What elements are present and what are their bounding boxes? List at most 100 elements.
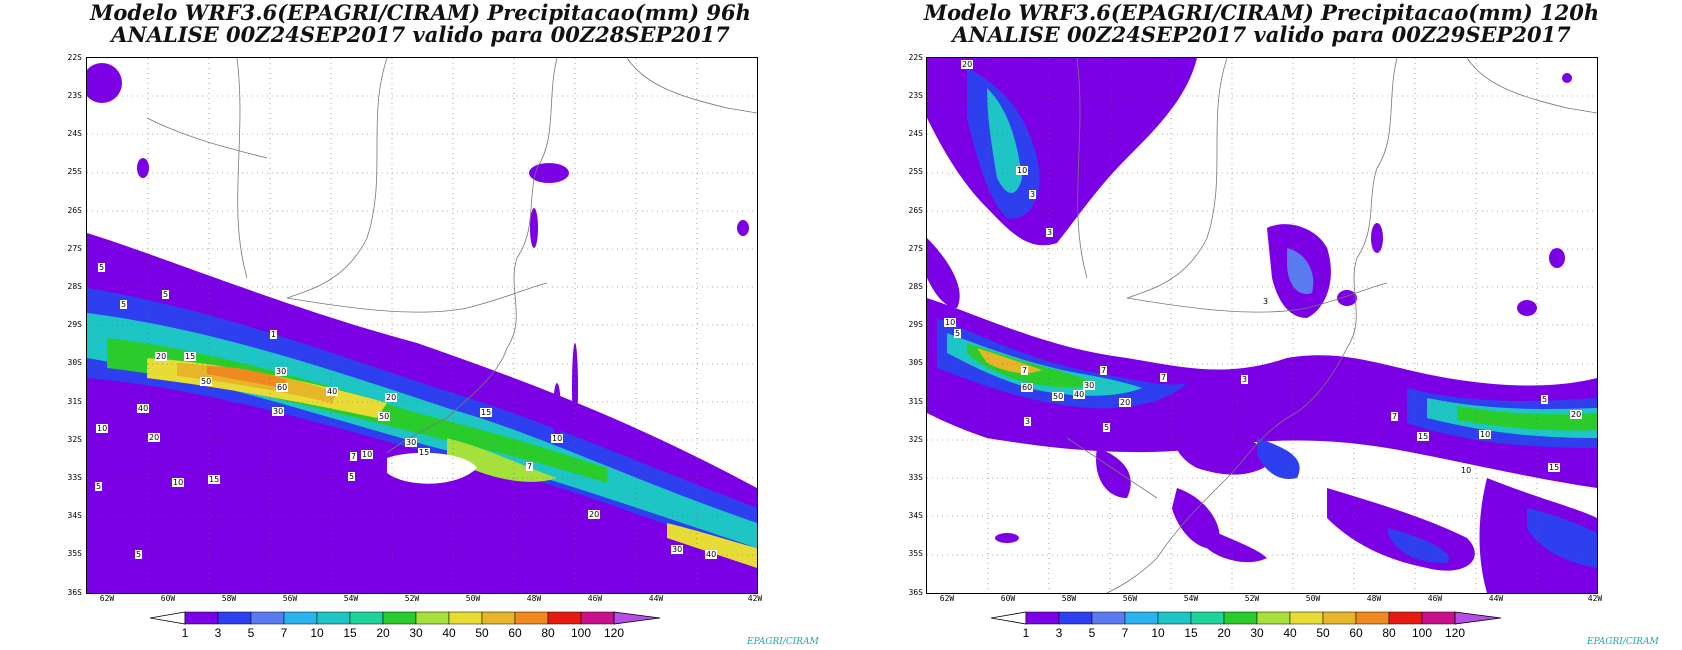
lon-label: 50W xyxy=(465,594,481,603)
contour-label: 20 xyxy=(148,433,161,442)
lon-label: 56W xyxy=(1122,594,1138,603)
lat-label: 27S xyxy=(908,244,923,253)
lon-label: 48W xyxy=(1366,594,1382,603)
panel-title-line1: Modelo WRF3.6(EPAGRI/CIRAM) Precipitacao… xyxy=(923,0,1600,25)
lat-label: 22S xyxy=(67,53,82,62)
lat-label: 35S xyxy=(67,549,82,558)
colorbar-label: 60 xyxy=(1349,626,1363,640)
colorbar-label: 30 xyxy=(1250,626,1264,640)
lat-label: 29S xyxy=(67,320,82,329)
colorbar-label: 20 xyxy=(1217,626,1231,640)
lon-label: 62W xyxy=(99,594,115,603)
forecast-panel-96h: Modelo WRF3.6(EPAGRI/CIRAM) Precipitacao… xyxy=(67,0,819,648)
contour-label: 7 xyxy=(350,452,358,461)
contour-label: 10 xyxy=(1479,430,1492,439)
contour-label: 40 xyxy=(137,404,150,413)
lon-label: 42W xyxy=(747,594,763,603)
colorbar-label: 10 xyxy=(310,626,324,640)
contour-label: 30 xyxy=(272,407,285,416)
colorbar-label: 80 xyxy=(541,626,555,640)
contour-label: 7 xyxy=(1100,366,1108,375)
colorbar-label: 100 xyxy=(570,626,592,640)
contour-label: 10 xyxy=(172,478,185,487)
contour-label: 50 xyxy=(200,377,213,386)
colorbar-label: 1 xyxy=(1022,626,1030,640)
forecast-panel-120h: Modelo WRF3.6(EPAGRI/CIRAM) Precipitacao… xyxy=(841,0,1682,650)
colorbar xyxy=(150,611,661,625)
colorbar-label: 60 xyxy=(508,626,522,640)
contour-label: 10 xyxy=(551,434,564,443)
colorbar-label: 1 xyxy=(181,626,189,640)
contour-label: 5 xyxy=(954,329,962,338)
colorbar-label: 120 xyxy=(603,626,625,640)
lat-label: 29S xyxy=(908,320,923,329)
colorbar-label: 3 xyxy=(214,626,222,640)
lon-label: 42W xyxy=(1587,594,1603,603)
lat-label: 34S xyxy=(908,511,923,520)
contour-label: 3 xyxy=(1241,375,1249,384)
contour-label: 40 xyxy=(326,387,339,396)
colorbar-label: 7 xyxy=(280,626,288,640)
lon-label: 62W xyxy=(939,594,955,603)
contour-label: 10 xyxy=(96,424,109,433)
colorbar-label: 50 xyxy=(475,626,489,640)
colorbar-label: 7 xyxy=(1121,626,1129,640)
contour-label: 5 xyxy=(95,482,103,491)
lon-label: 44W xyxy=(1488,594,1504,603)
lon-label: 44W xyxy=(648,594,664,603)
contour-label: 15 xyxy=(208,475,221,484)
lat-label: 26S xyxy=(67,206,82,215)
lon-label: 46W xyxy=(1427,594,1443,603)
colorbar-label: 40 xyxy=(442,626,456,640)
colorbar-label: 50 xyxy=(1316,626,1330,640)
lon-label: 50W xyxy=(1305,594,1321,603)
lon-label: 46W xyxy=(587,594,603,603)
contour-label: 3 xyxy=(1024,417,1032,426)
lat-label: 24S xyxy=(67,129,82,138)
lat-label: 25S xyxy=(908,167,923,176)
contour-label: 7 xyxy=(1021,366,1029,375)
lat-label: 24S xyxy=(908,129,923,138)
contour-label: 15 xyxy=(1548,463,1561,472)
contour-label: 30 xyxy=(1083,381,1096,390)
lat-label: 27S xyxy=(67,244,82,253)
contour-label: 10 xyxy=(361,450,374,459)
contour-label: 7 xyxy=(1391,412,1399,421)
contour-label: 20 xyxy=(588,510,601,519)
contour-label: 40 xyxy=(1073,390,1086,399)
contour-label: 1 xyxy=(270,330,278,339)
lon-label: 54W xyxy=(343,594,359,603)
contour-label: 60 xyxy=(1021,383,1034,392)
lat-label: 30S xyxy=(67,358,82,367)
contour-label: 3 xyxy=(1046,228,1054,237)
contour-label: 40 xyxy=(705,550,718,559)
contour-label: 5 xyxy=(1541,395,1549,404)
lat-label: 22S xyxy=(908,53,923,62)
lat-label: 23S xyxy=(908,91,923,100)
contour-label: 20 xyxy=(155,352,168,361)
contour-label: 3 xyxy=(1262,297,1270,306)
brand-text: EPAGRI/CIRAM xyxy=(747,637,819,647)
contour-label: 10 xyxy=(1460,466,1473,475)
colorbar-label: 5 xyxy=(1088,626,1096,640)
lat-label: 25S xyxy=(67,167,82,176)
lat-label: 33S xyxy=(908,473,923,482)
contour-label: 50 xyxy=(1052,392,1065,401)
lat-label: 36S xyxy=(908,588,923,597)
lon-label: 58W xyxy=(1061,594,1077,603)
panel-title-line1: Modelo WRF3.6(EPAGRI/CIRAM) Precipitacao… xyxy=(90,0,751,25)
lat-label: 31S xyxy=(67,397,82,406)
precipitation-map xyxy=(86,57,758,594)
contour-label: 20 xyxy=(961,60,974,69)
contour-label: 15 xyxy=(418,448,431,457)
contour-label: 20 xyxy=(385,393,398,402)
colorbar-label: 3 xyxy=(1055,626,1063,640)
colorbar-label: 120 xyxy=(1444,626,1466,640)
contour-label: 10 xyxy=(1016,166,1029,175)
contour-label: 3 xyxy=(1029,190,1037,199)
contour-label: 7 xyxy=(526,462,534,471)
contour-label: 7 xyxy=(1160,373,1168,382)
lon-label: 58W xyxy=(221,594,237,603)
contour-label: 20 xyxy=(1570,410,1583,419)
contour-label: 5 xyxy=(120,300,128,309)
